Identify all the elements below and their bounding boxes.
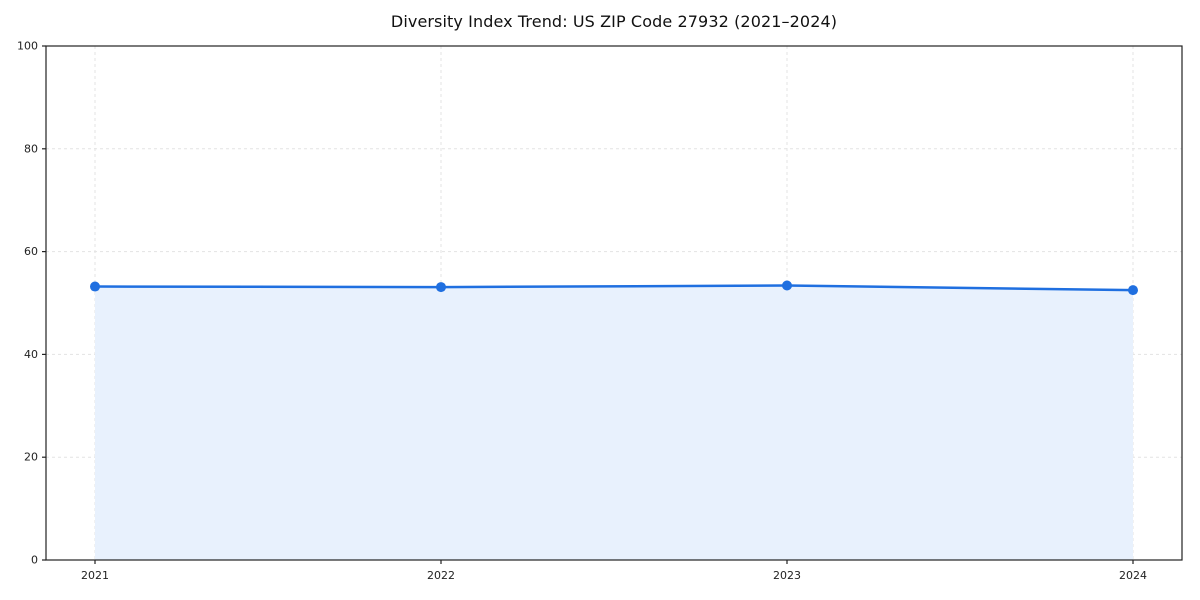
trend-line (93, 284, 1135, 292)
data-point-2023 (782, 280, 792, 291)
y-tick-label: 80 (24, 142, 38, 155)
chart-title: Diversity Index Trend: US ZIP Code 27932… (390, 12, 838, 31)
y-tick-label: 100 (17, 40, 38, 53)
data-point-2021 (90, 281, 100, 292)
data-point-2024 (1128, 285, 1138, 296)
x-tick-label: 2023 (773, 569, 801, 582)
y-tick-label: 60 (24, 245, 38, 258)
data-point-2022 (436, 282, 446, 293)
x-tick-label: 2024 (1119, 569, 1147, 582)
y-tick-label: 40 (24, 348, 38, 361)
y-tick-label: 0 (31, 554, 38, 567)
plot-border (45, 45, 1183, 561)
y-tick-label: 20 (24, 451, 38, 464)
area-fill (95, 285, 1133, 560)
x-tick-label: 2021 (81, 569, 109, 582)
x-tick-label: 2022 (427, 569, 455, 582)
